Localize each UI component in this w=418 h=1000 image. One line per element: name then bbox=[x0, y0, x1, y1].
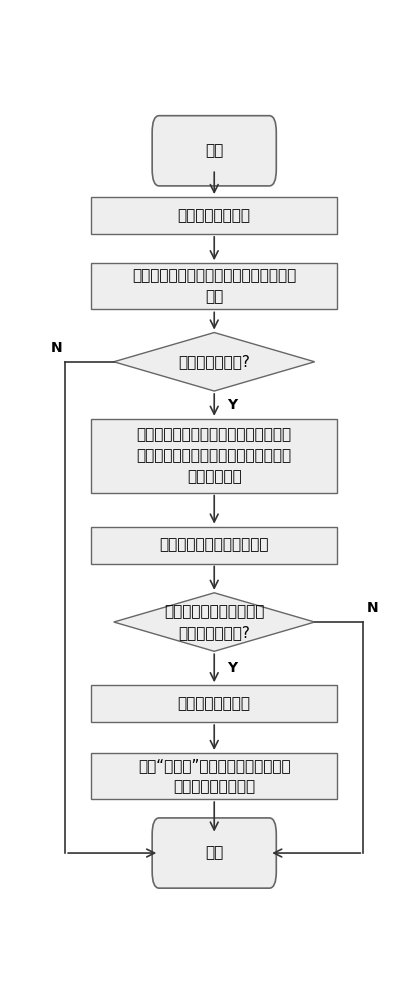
Text: 划分虚拟台区区域: 划分虚拟台区区域 bbox=[178, 208, 251, 223]
FancyBboxPatch shape bbox=[152, 116, 276, 186]
Polygon shape bbox=[114, 593, 315, 651]
Text: 根据拟进行台区户变关系校核的实际台
区位置，划分可能发生用信息跨台区采
集的邻近台区: 根据拟进行台区户变关系校核的实际台 区位置，划分可能发生用信息跨台区采 集的邻近… bbox=[137, 427, 292, 484]
Text: 标记发生串台区的可疑用户: 标记发生串台区的可疑用户 bbox=[160, 538, 269, 553]
Text: 可疑用户多个月份的用电
量数据连续一致?: 可疑用户多个月份的用电 量数据连续一致? bbox=[164, 604, 265, 640]
Bar bbox=[91, 527, 337, 564]
Bar bbox=[91, 419, 337, 493]
Text: 开始: 开始 bbox=[205, 143, 223, 158]
Text: 确定为串台区用户: 确定为串台区用户 bbox=[178, 696, 251, 711]
Text: N: N bbox=[50, 341, 62, 355]
Text: Y: Y bbox=[227, 661, 237, 675]
Text: 采用“广播式”的抄报模式完善用户的
台区归属和档案更新: 采用“广播式”的抄报模式完善用户的 台区归属和档案更新 bbox=[138, 758, 291, 794]
Text: Y: Y bbox=[227, 398, 237, 412]
Bar bbox=[91, 263, 337, 309]
Text: 结束: 结束 bbox=[205, 846, 223, 861]
Bar bbox=[91, 685, 337, 722]
Polygon shape bbox=[114, 333, 315, 391]
FancyBboxPatch shape bbox=[152, 818, 276, 888]
Bar bbox=[91, 753, 337, 799]
Text: 发生跨台区采集?: 发生跨台区采集? bbox=[178, 354, 250, 369]
Text: N: N bbox=[367, 601, 378, 615]
Bar bbox=[91, 197, 337, 234]
Text: 采用菜单配置式集抄模式采集用户的用电
信息: 采用菜单配置式集抄模式采集用户的用电 信息 bbox=[132, 268, 296, 304]
